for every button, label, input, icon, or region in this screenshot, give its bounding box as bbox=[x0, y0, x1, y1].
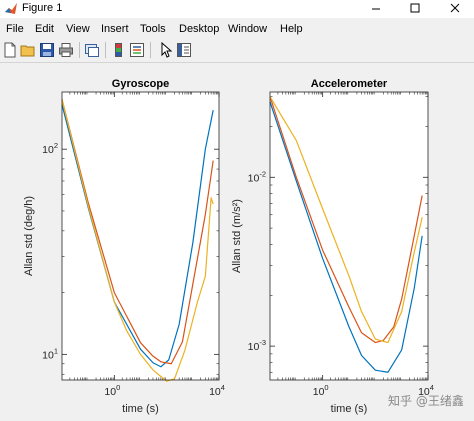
insert-colorbar-icon[interactable] bbox=[111, 42, 127, 58]
menu-tools[interactable]: Tools bbox=[140, 23, 166, 35]
toolbar bbox=[0, 38, 474, 63]
toolbar-separator bbox=[105, 42, 106, 58]
menu-bar: File Edit View Insert Tools Desktop Wind… bbox=[0, 20, 474, 38]
menu-view[interactable]: View bbox=[66, 23, 90, 35]
axes-2: 100 104 10-3 10-2 Accelerometer time (s) Allan… bbox=[231, 78, 434, 415]
window-title: Figure 1 bbox=[22, 2, 63, 14]
axes-frame bbox=[269, 91, 429, 381]
edit-plot-icon[interactable] bbox=[158, 42, 174, 58]
axes-frame bbox=[61, 91, 220, 381]
menu-insert[interactable]: Insert bbox=[101, 23, 129, 35]
minimize-button[interactable] bbox=[363, 0, 389, 18]
toolbar-separator bbox=[79, 42, 80, 58]
x-axis-label: time (s) bbox=[122, 403, 159, 415]
x-tick-label: 104 bbox=[209, 383, 225, 398]
watermark: 知乎 @王绪鑫 bbox=[388, 394, 464, 408]
maximize-icon bbox=[410, 3, 420, 13]
menu-edit[interactable]: Edit bbox=[35, 23, 54, 35]
x-axis-label: time (s) bbox=[331, 403, 368, 415]
series-line-2 bbox=[61, 99, 214, 365]
y-tick-label: 10-2 bbox=[248, 169, 266, 184]
title-bar: Figure 1 bbox=[0, 0, 474, 18]
x-tick-label: 100 bbox=[313, 383, 329, 398]
y-tick-label: 101 bbox=[42, 346, 58, 361]
save-icon[interactable] bbox=[39, 42, 55, 58]
series-line-3 bbox=[61, 99, 214, 382]
open-file-icon[interactable] bbox=[20, 42, 36, 58]
close-button[interactable] bbox=[442, 0, 468, 18]
toolbar-separator bbox=[150, 42, 151, 58]
y-axis-label: Allan std (deg/h) bbox=[23, 196, 35, 276]
axes-1: 100 104 101 102 Gyroscope time (s) Allan std (… bbox=[23, 78, 225, 415]
close-icon bbox=[450, 3, 460, 13]
menu-help[interactable]: Help bbox=[280, 23, 303, 35]
chart-title: Accelerometer bbox=[311, 78, 388, 90]
property-inspector-icon[interactable] bbox=[176, 42, 192, 58]
y-tick-label: 10-3 bbox=[248, 338, 266, 353]
x-tick-label: 100 bbox=[104, 383, 120, 398]
chart-title: Gyroscope bbox=[112, 78, 169, 90]
series-line-1 bbox=[269, 101, 423, 373]
matlab-icon bbox=[5, 3, 17, 14]
menu-file[interactable]: File bbox=[6, 23, 24, 35]
insert-legend-icon[interactable] bbox=[129, 42, 145, 58]
new-figure-icon[interactable] bbox=[2, 42, 18, 58]
menu-desktop[interactable]: Desktop bbox=[179, 23, 220, 35]
y-tick-label: 102 bbox=[42, 141, 58, 156]
plot-background bbox=[62, 92, 219, 380]
series-line-2 bbox=[269, 96, 423, 344]
maximize-button[interactable] bbox=[402, 0, 428, 18]
print-icon[interactable] bbox=[58, 42, 74, 58]
menu-window[interactable]: Window bbox=[228, 23, 268, 35]
x-tick-label: 104 bbox=[418, 383, 434, 398]
y-axis-label: Allan std (m/s²) bbox=[231, 199, 243, 273]
series-line-3 bbox=[269, 96, 423, 344]
link-plot-icon[interactable] bbox=[84, 42, 100, 58]
